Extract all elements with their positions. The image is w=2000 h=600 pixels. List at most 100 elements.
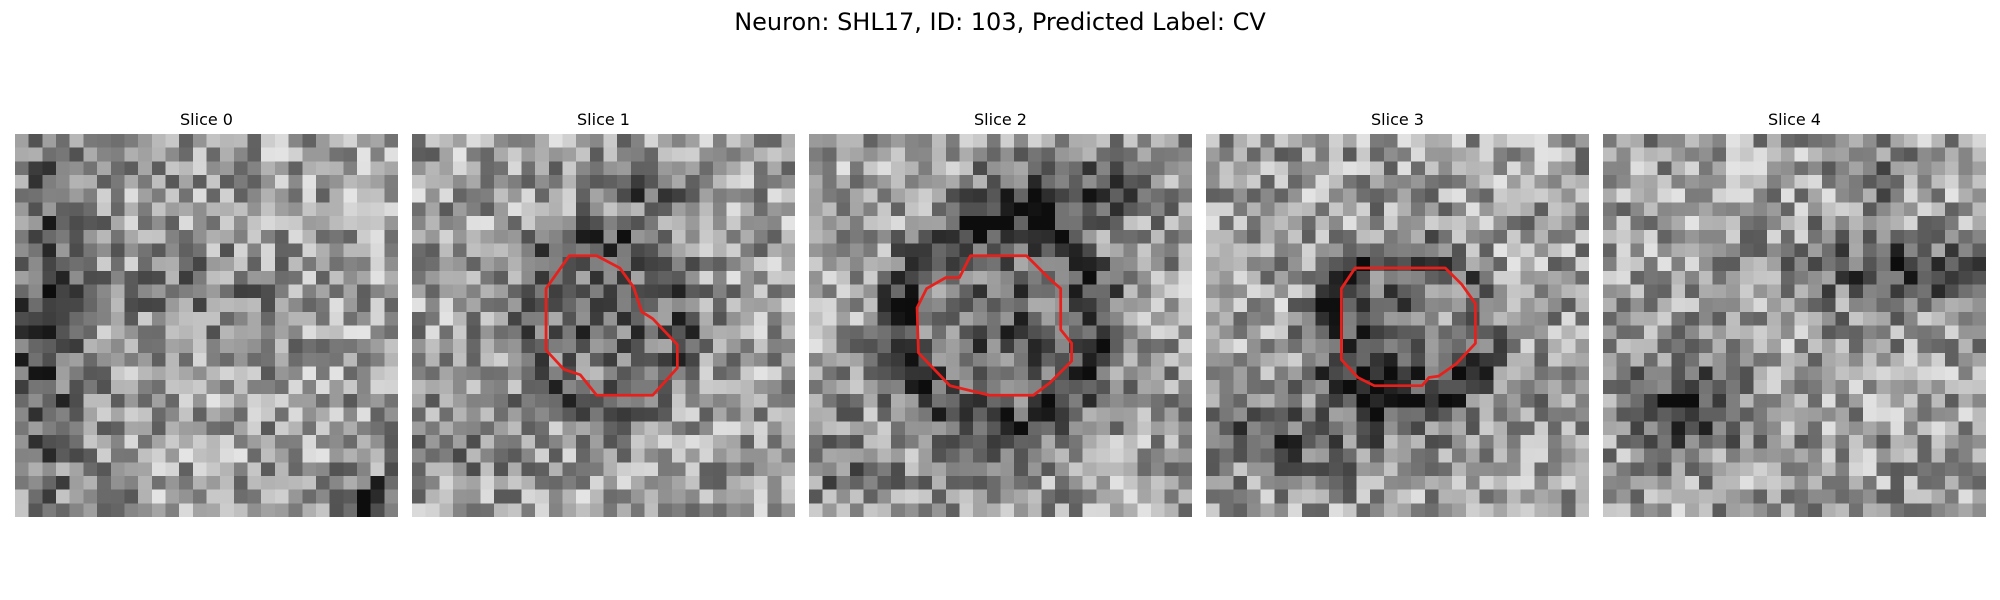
pixel-cell: [165, 229, 180, 244]
pixel-cell: [918, 216, 933, 231]
pixel-cell: [1000, 462, 1015, 477]
pixel-cell: [1876, 134, 1891, 148]
pixel-cell: [425, 462, 440, 477]
pixel-cell: [1452, 448, 1467, 463]
pixel-cell: [507, 161, 522, 176]
pixel-cell: [603, 284, 618, 299]
pixel-cell: [1150, 421, 1165, 436]
pixel-cell: [1301, 202, 1316, 217]
pixel-cell: [425, 161, 440, 176]
pixel-cell: [699, 243, 714, 258]
pixel-cell: [1780, 161, 1795, 176]
pixel-cell: [1561, 202, 1576, 217]
pixel-cell: [192, 188, 207, 203]
pixel-cell: [1315, 188, 1330, 203]
pixel-cell: [1315, 393, 1330, 408]
pixel-cell: [1547, 380, 1562, 395]
pixel-cell: [1794, 407, 1809, 422]
pixel-cell: [1178, 311, 1192, 326]
pixel-cell: [863, 503, 878, 517]
pixel-cell: [1849, 325, 1864, 340]
pixel-cell: [781, 489, 795, 504]
pixel-cell: [1972, 339, 1986, 354]
pixel-cell: [562, 284, 577, 299]
pixel-cell: [945, 325, 960, 340]
pixel-cell: [261, 489, 276, 504]
pixel-cell: [1931, 325, 1946, 340]
pixel-cell: [1479, 489, 1494, 504]
pixel-cell: [1109, 257, 1124, 272]
pixel-cell: [1712, 393, 1727, 408]
pixel-cell: [480, 462, 495, 477]
pixel-cell: [1342, 462, 1357, 477]
pixel-cell: [124, 448, 139, 463]
pixel-cell: [1014, 243, 1029, 258]
pixel-cell: [904, 175, 919, 189]
pixel-cell: [1958, 380, 1973, 395]
pixel-cell: [1644, 284, 1658, 299]
pixel-cell: [1739, 325, 1754, 340]
pixel-cell: [603, 339, 618, 354]
pixel-cell: [15, 147, 29, 162]
pixel-cell: [1767, 216, 1782, 231]
pixel-cell: [1109, 407, 1124, 422]
pixel-cell: [630, 147, 645, 162]
pixel-cell: [192, 475, 207, 490]
pixel-cell: [767, 421, 782, 436]
pixel-cell: [1274, 147, 1289, 162]
pixel-cell: [1109, 270, 1124, 285]
pixel-cell: [1383, 448, 1398, 463]
pixel-cell: [740, 270, 755, 285]
pixel-cell: [1027, 175, 1042, 189]
pixel-cell: [630, 202, 645, 217]
pixel-cell: [1041, 216, 1056, 231]
pixel-cell: [753, 243, 768, 258]
pixel-cell: [1479, 448, 1494, 463]
pixel-cell: [1452, 229, 1467, 244]
pixel-cell: [384, 448, 398, 463]
pixel-cell: [261, 175, 276, 189]
pixel-cell: [288, 421, 303, 436]
pixel-cell: [671, 229, 686, 244]
pixel-cell: [877, 489, 892, 504]
pixel-cell: [1862, 229, 1877, 244]
pixel-cell: [932, 421, 947, 436]
pixel-cell: [1356, 284, 1371, 299]
pixel-cell: [1329, 503, 1344, 517]
pixel-cell: [480, 270, 495, 285]
pixel-cell: [1123, 380, 1138, 395]
pixel-cell: [932, 380, 947, 395]
pixel-cell: [1561, 229, 1576, 244]
pixel-cell: [1616, 175, 1631, 189]
pixel-cell: [1247, 434, 1261, 449]
pixel-cell: [644, 434, 659, 449]
pixel-cell: [1794, 243, 1809, 258]
pixel-cell: [1479, 339, 1494, 354]
pixel-cell: [1096, 393, 1111, 408]
pixel-cell: [439, 434, 454, 449]
pixel-cell: [288, 366, 303, 381]
pixel-cell: [1397, 380, 1412, 395]
pixel-cell: [466, 366, 481, 381]
pixel-cell: [1288, 284, 1303, 299]
pixel-cell: [1726, 421, 1741, 436]
pixel-cell: [1603, 393, 1617, 408]
pixel-cell: [97, 393, 112, 408]
pixel-cell: [1370, 434, 1385, 449]
pixel-cell: [1055, 393, 1070, 408]
pixel-cell: [1862, 147, 1877, 162]
pixel-cell: [1370, 489, 1385, 504]
pixel-cell: [1630, 134, 1645, 148]
pixel-cell: [124, 311, 139, 326]
pixel-cell: [1233, 298, 1248, 313]
pixel-cell: [685, 380, 700, 395]
pixel-cell: [1972, 202, 1986, 217]
pixel-cell: [124, 421, 139, 436]
pixel-cell: [1780, 421, 1795, 436]
pixel-cell: [589, 407, 604, 422]
pixel-cell: [576, 216, 591, 231]
pixel-cell: [412, 257, 426, 272]
pixel-cell: [151, 339, 166, 354]
pixel-cell: [370, 202, 385, 217]
pixel-cell: [480, 434, 495, 449]
